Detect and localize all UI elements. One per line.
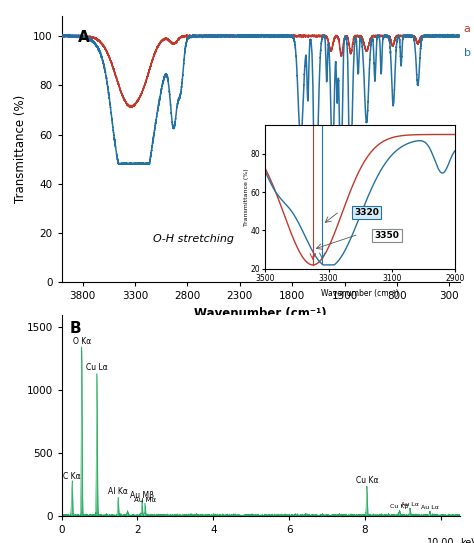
Text: 3350: 3350 <box>374 231 399 240</box>
Text: 10.00: 10.00 <box>427 538 455 543</box>
Text: C Kα: C Kα <box>64 472 81 481</box>
Text: Au Mβ: Au Mβ <box>130 490 154 500</box>
Y-axis label: Transmittance (%): Transmittance (%) <box>14 95 27 204</box>
Text: Cu Kα: Cu Kα <box>356 476 378 485</box>
Text: O Kα: O Kα <box>73 337 91 346</box>
Text: 3320: 3320 <box>354 208 379 217</box>
Text: A: A <box>78 29 89 45</box>
Text: b: b <box>464 48 471 58</box>
X-axis label: Wavenumber (cm⁻¹): Wavenumber (cm⁻¹) <box>194 307 327 320</box>
Text: O-H stretching: O-H stretching <box>153 235 234 244</box>
Text: Au Lα: Au Lα <box>421 505 439 510</box>
Y-axis label: Transmittance (%): Transmittance (%) <box>244 168 249 226</box>
Text: Al Kα: Al Kα <box>108 487 128 496</box>
Text: B: B <box>70 321 81 336</box>
Text: Au Lα: Au Lα <box>401 502 419 507</box>
Text: Cu Lα: Cu Lα <box>86 363 108 372</box>
Text: Au Mα: Au Mα <box>134 497 156 503</box>
Text: keV: keV <box>460 538 474 543</box>
Text: a: a <box>464 24 471 34</box>
X-axis label: Wavenumber (cm⁻¹): Wavenumber (cm⁻¹) <box>321 289 399 298</box>
Text: Cu Kβ: Cu Kβ <box>390 504 409 509</box>
